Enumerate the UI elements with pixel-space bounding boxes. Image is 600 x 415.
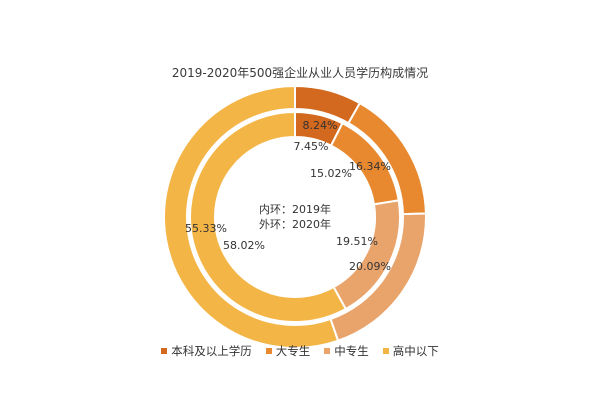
outer-slice-label-3: 55.33%	[185, 222, 227, 235]
inner-slice-label-1: 15.02%	[310, 167, 352, 180]
outer-slice-label-2: 20.09%	[349, 260, 391, 273]
inner-slice-label-0: 7.45%	[294, 140, 329, 153]
outer-ring-2020	[163, 84, 427, 349]
outer-slice-label-1: 16.34%	[349, 160, 391, 173]
legend-item: 高中以下	[382, 343, 439, 359]
legend-label: 本科及以上学历	[171, 344, 252, 358]
inner-slice-3	[189, 110, 348, 323]
legend-swatch	[265, 348, 272, 354]
inner-ring-2019	[189, 110, 401, 323]
outer-slice-3	[163, 84, 340, 349]
legend-item: 中专生	[324, 343, 369, 359]
slice-labels: 7.45% 15.02% 19.51% 58.02% 8.24% 16.34% 20.09%…	[185, 119, 391, 273]
legend-item: 大专生	[265, 343, 311, 359]
outer-slice-label-0: 8.24%	[303, 119, 338, 132]
legend-swatch	[161, 348, 168, 354]
inner-slice-label-2: 19.51%	[336, 235, 378, 248]
legend-label: 大专生	[275, 344, 311, 358]
legend: 本科及以上学历 大专生 中专生 高中以下	[0, 343, 600, 359]
legend-label: 高中以下	[392, 344, 439, 358]
legend-swatch	[324, 348, 331, 354]
inner-slice-label-3: 58.02%	[223, 239, 265, 252]
center-label-inner: 内环：2019年	[259, 202, 331, 216]
legend-label: 中专生	[334, 344, 369, 358]
chart-title: 2019-2020年500强企业从业人员学历构成情况	[171, 66, 429, 80]
legend-item: 本科及以上学历	[161, 343, 252, 359]
center-label-outer: 外环：2020年	[259, 217, 331, 231]
legend-swatch	[382, 348, 389, 354]
